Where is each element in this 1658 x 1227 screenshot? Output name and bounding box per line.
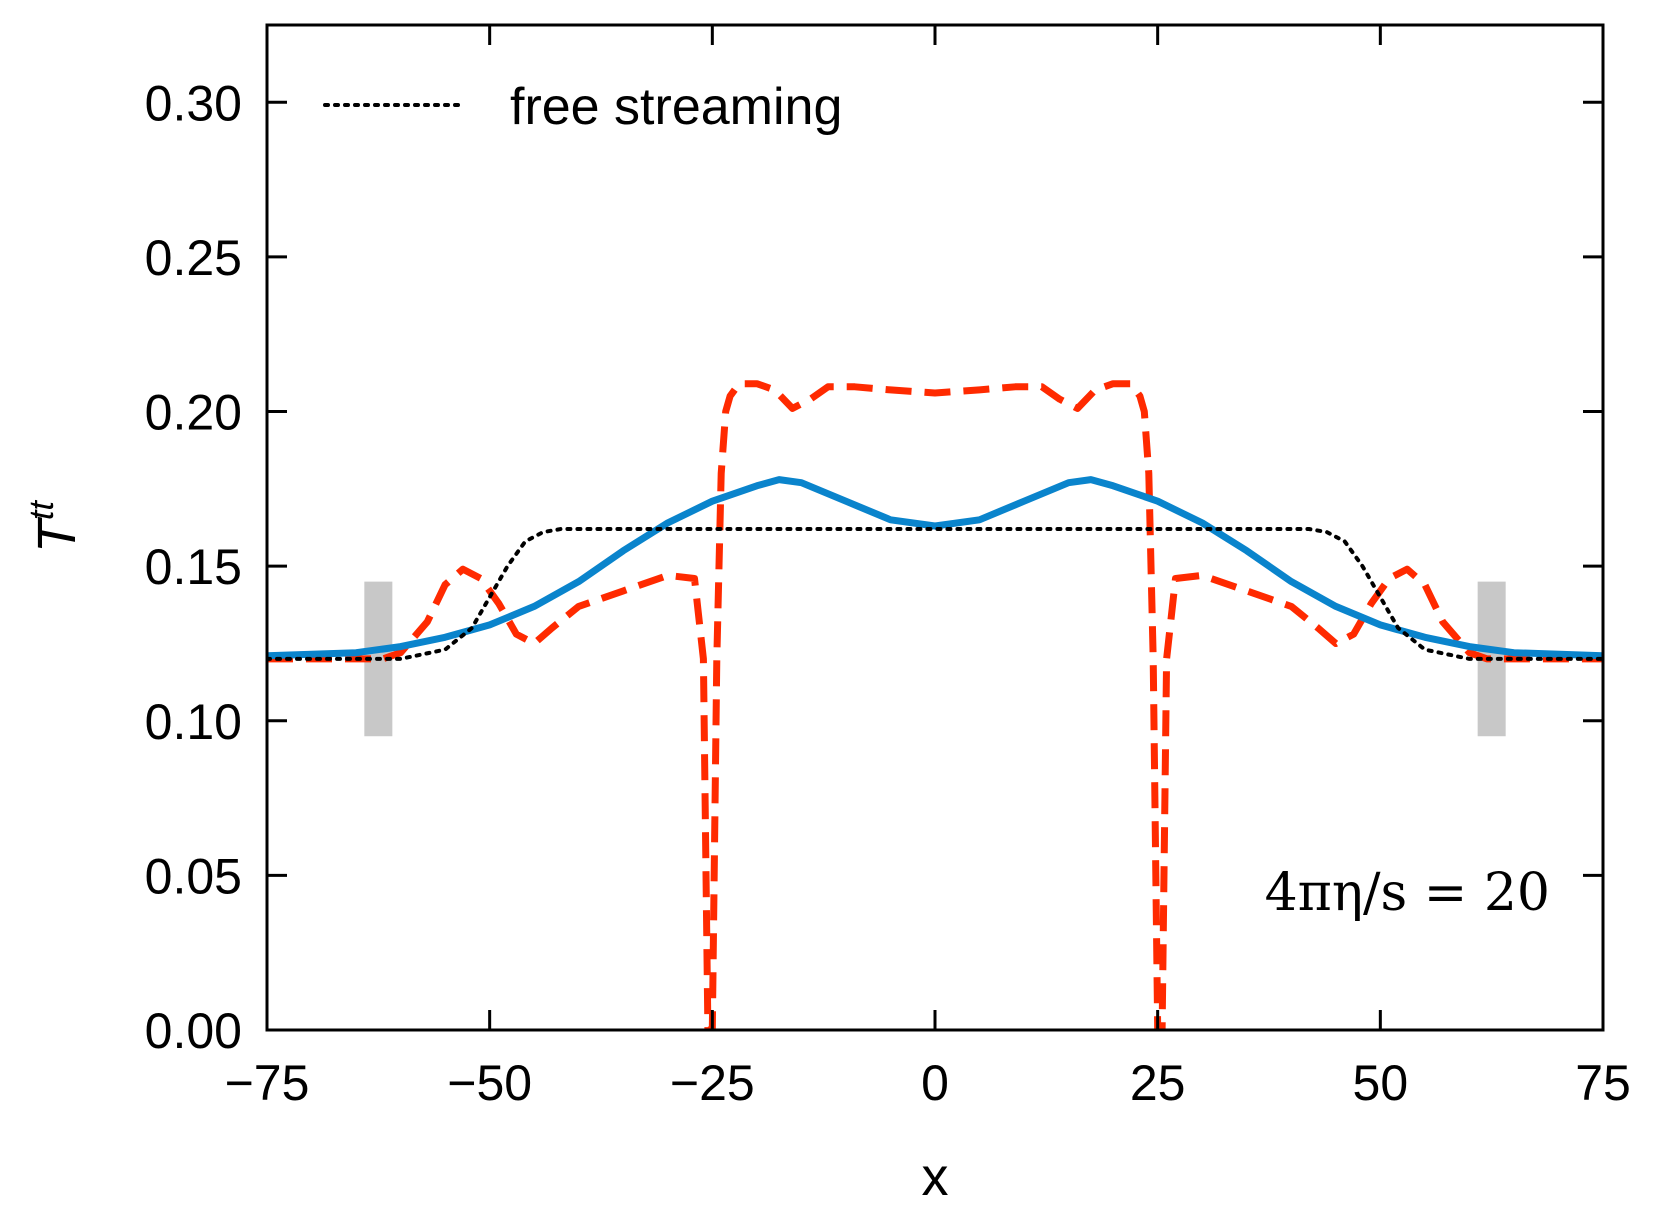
x-tick-label: 0 xyxy=(921,1055,949,1111)
annotation-viscosity: 4πη/s = 20 xyxy=(1265,863,1550,923)
series-layer xyxy=(267,380,1603,1030)
y-tick-label: 0.15 xyxy=(145,539,242,595)
y-tick-label: 0.30 xyxy=(145,75,242,131)
y-tick-label: 0.25 xyxy=(145,230,242,286)
x-tick-label: −25 xyxy=(670,1055,755,1111)
y-tick-label: 0.05 xyxy=(145,848,242,904)
series-line-second-order-hydrodynamics xyxy=(267,380,1603,1030)
tick-labels: −75 −50 −25 0 25 50 75 0.00 0.05 0.10 0.15 0.20 0.25… xyxy=(145,75,1631,1111)
y-axis-label: Ttt xyxy=(23,500,87,553)
plot-frame xyxy=(265,23,1605,1032)
y-tick-label: 0.00 xyxy=(145,1003,242,1059)
x-tick-label: −50 xyxy=(447,1055,532,1111)
x-tick-label: 25 xyxy=(1130,1055,1186,1111)
y-axis-label-base: T xyxy=(27,516,87,553)
svg-text:Ttt: Ttt xyxy=(23,500,87,553)
legend: free streaming xyxy=(323,78,842,136)
x-tick-label: 75 xyxy=(1575,1055,1631,1111)
series-line-hydrodynamics xyxy=(267,476,1603,660)
y-axis-label-sup: tt xyxy=(23,500,61,520)
x-tick-label: −75 xyxy=(225,1055,310,1111)
y-tick-label: 0.20 xyxy=(145,385,242,441)
y-tick-label: 0.10 xyxy=(145,694,242,750)
legend-label-free-streaming: free streaming xyxy=(510,78,842,136)
x-tick-label: 50 xyxy=(1353,1055,1409,1111)
x-axis-label: x xyxy=(922,1147,949,1207)
